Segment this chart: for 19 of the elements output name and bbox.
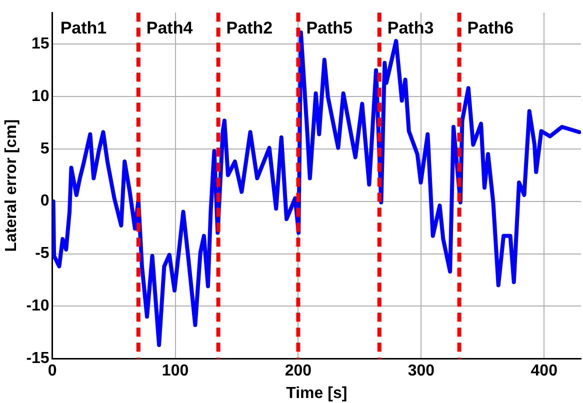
annotation: Path6 [467, 18, 514, 38]
annotation: Path3 [387, 18, 434, 38]
y-axis-title: Lateral error [cm] [3, 119, 20, 252]
y-tick-label: -5 [35, 245, 50, 262]
y-tick-label: -15 [26, 350, 50, 368]
annotation: Path4 [146, 18, 194, 38]
y-tick-label: 0 [40, 192, 50, 210]
y-tick-label: 10 [32, 88, 50, 105]
x-tick-label: 400 [530, 362, 558, 380]
x-tick-label: 200 [284, 362, 312, 380]
y-tick-label: 5 [40, 140, 50, 158]
annotation: Path2 [226, 18, 273, 38]
annotation: Path1 [60, 18, 107, 38]
y-tick-label: -10 [26, 298, 50, 315]
x-tick-label: 100 [162, 362, 189, 380]
y-tick-label: 15 [32, 35, 50, 52]
x-tick-label: 300 [408, 362, 435, 380]
x-axis-title: Time [s] [286, 384, 348, 402]
annotation: Path5 [306, 18, 353, 38]
